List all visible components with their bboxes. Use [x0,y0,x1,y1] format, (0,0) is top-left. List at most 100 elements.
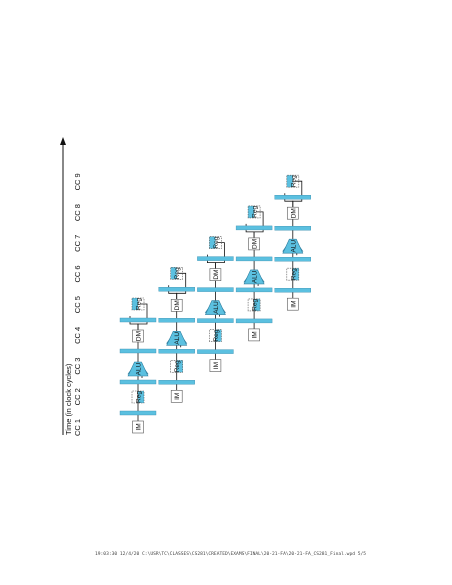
instruction-row: IM Reg ALU DM Reg [158,267,195,403]
reg-read-box [209,329,222,342]
dm-label: DM [290,208,297,218]
reg-write-box [131,297,145,311]
pipeline-register [274,226,311,231]
instruction-row: IM Reg ALU DM Reg [197,236,234,372]
pipeline-register [235,318,273,324]
reg-read-highlight [292,268,299,281]
reg-write-box [247,205,261,219]
reg-write-highlight [170,267,177,280]
pipeline-register [119,317,157,323]
pipeline-register [158,349,195,354]
time-axis-arrowhead [60,137,66,145]
pipeline-register [197,349,234,354]
im-label: IM [136,423,143,430]
dm-label: DM [174,300,181,310]
im-label: IM [213,362,220,369]
cycle-label: CC 2 [73,388,82,405]
reg-read-label: Reg [213,329,220,341]
dm-box [248,237,260,251]
wire [137,303,148,330]
alu-body [204,300,226,315]
cycle-label: CC 8 [73,204,82,221]
reg-write-box [209,236,222,249]
alu-body [282,238,304,254]
reg-read-box [131,390,145,404]
reg-read-highlight [176,360,183,373]
pipeline-register [197,287,234,292]
alu-body [243,269,265,285]
wire [253,211,264,238]
dm-box [170,299,183,312]
wire [292,180,303,208]
cycle-label: CC 4 [73,327,82,344]
cycle-label: CC 3 [73,358,82,375]
reg-read-label: Reg [290,268,297,280]
im-label: IM [252,331,259,338]
pipeline-register [274,257,311,262]
im-box [209,359,222,372]
reg-write-label: Reg [213,236,220,248]
instruction-row: IM Reg ALU DM Reg [235,205,273,342]
pipeline-register [274,195,311,200]
cycle-label: CC 5 [73,296,82,313]
reg-read-box [286,267,300,281]
dm-label: DM [213,270,220,280]
cycle-label: CC 1 [73,419,82,436]
alu-label: ALU [174,332,181,345]
reg-write-highlight [132,298,138,310]
im-box [170,390,183,403]
dm-label: DM [136,331,143,341]
pipeline-register [119,348,157,354]
pipeline-register [158,380,195,385]
pipeline-register [274,288,311,293]
alu-body [166,331,188,346]
pipeline-register [119,379,157,385]
cycle-label: CC 9 [73,173,82,190]
cycle-label: CC 6 [73,265,82,282]
footer-path: 19:03:30 12/4/20 C:\USR\TC\CLASSES\CS281… [95,552,367,557]
im-box [132,420,144,434]
alu-label: ALU [252,270,259,283]
reg-write-highlight [286,175,293,188]
pipeline-register [158,287,195,292]
pipeline-register [235,256,273,262]
pipeline-register [235,225,273,231]
reg-read-label: Reg [174,360,181,372]
wire [214,242,225,269]
dm-box [286,206,299,220]
reg-write-box [286,174,300,188]
im-box [248,328,260,342]
reg-read-box [247,298,261,312]
wire [176,272,187,300]
reg-read-highlight [138,391,144,403]
instruction-row: IM Reg ALU DM Reg [274,174,311,311]
reg-read-highlight [254,298,261,311]
alu-label: ALU [290,240,297,253]
cycle-label: CC 7 [73,235,82,252]
reg-write-highlight [248,205,255,218]
pipeline-register [119,410,157,416]
dm-box [132,329,144,343]
reg-read-highlight [215,329,222,342]
im-label: IM [290,301,297,308]
pipeline-register [197,318,234,323]
reg-write-label: Reg [290,175,297,187]
alu-body [127,361,149,377]
im-box [286,297,299,311]
pipeline-register [235,287,273,293]
alu-label: ALU [213,301,220,314]
dm-box [209,268,222,281]
reg-read-label: Reg [252,299,259,311]
reg-write-highlight [209,236,216,249]
pipeline-register [158,318,195,323]
reg-read-label: Reg [136,391,143,403]
instruction-row: IM Reg ALU DM Reg [119,297,157,434]
im-label: IM [174,393,181,400]
time-axis-title: Time (in clock cycles) [64,363,73,435]
reg-write-label: Reg [136,298,143,310]
pipeline-register [197,256,234,261]
reg-write-label: Reg [252,206,259,218]
alu-label: ALU [136,362,143,375]
dm-label: DM [252,239,259,249]
